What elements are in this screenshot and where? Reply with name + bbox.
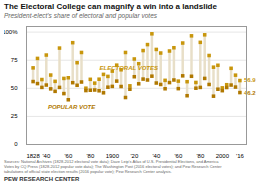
- svg-text:1828: 1828: [26, 153, 40, 158]
- svg-text:50: 50: [11, 85, 18, 91]
- svg-text:'20: '20: [130, 153, 138, 158]
- svg-text:'16: '16: [236, 153, 244, 158]
- svg-text:'80: '80: [86, 153, 94, 158]
- svg-text:56.9: 56.9: [244, 77, 256, 83]
- svg-text:46.2: 46.2: [244, 89, 256, 95]
- svg-text:'60: '60: [64, 153, 72, 158]
- svg-text:0: 0: [14, 141, 18, 147]
- svg-text:25: 25: [11, 113, 18, 119]
- html-text:PEW RESEARCH CENTER: PEW RESEARCH CENTER: [4, 176, 80, 182]
- html-text:Sources: National Archives (18: Sources: National Archives (1828-2012 el…: [4, 159, 222, 174]
- svg-text:2000: 2000: [216, 153, 230, 158]
- html-text:President-elect's share of ele: President-elect's share of electoral and…: [4, 12, 157, 20]
- svg-text:'40: '40: [152, 153, 160, 158]
- svg-text:'60: '60: [174, 153, 182, 158]
- html-text:The Electoral College can magn: The Electoral College can magnify a win …: [4, 2, 217, 11]
- svg-text:'80: '80: [196, 153, 204, 158]
- svg-text:1900: 1900: [106, 153, 120, 158]
- svg-text:'40: '40: [42, 153, 50, 158]
- svg-text:100%: 100%: [4, 29, 18, 35]
- svg-text:ELECTORAL VOTES: ELECTORAL VOTES: [100, 65, 158, 71]
- svg-text:POPULAR VOTE: POPULAR VOTE: [48, 104, 96, 110]
- svg-text:75: 75: [11, 57, 18, 63]
